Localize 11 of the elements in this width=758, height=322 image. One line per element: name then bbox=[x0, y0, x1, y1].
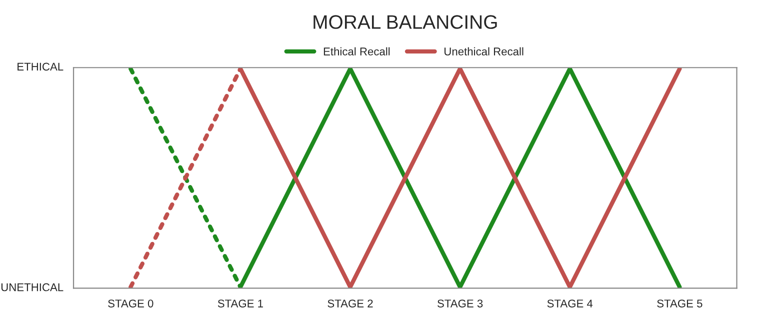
legend-label: Unethical Recall bbox=[444, 47, 524, 56]
x-tick-label: STAGE 4 bbox=[547, 300, 593, 308]
legend-label: Ethical Recall bbox=[324, 47, 390, 56]
x-tick-label: STAGE 5 bbox=[657, 300, 702, 308]
chart-title: MORAL BALANCING bbox=[314, 15, 497, 29]
text: ETHICAL bbox=[18, 62, 64, 71]
x-tick-label: STAGE 1 bbox=[218, 300, 263, 308]
x-tick-label: STAGE 0 bbox=[108, 300, 154, 308]
x-tick-label: STAGE 2 bbox=[328, 300, 373, 308]
x-tick-label: STAGE 3 bbox=[438, 300, 483, 308]
text: UNETHICAL bbox=[1, 283, 64, 292]
